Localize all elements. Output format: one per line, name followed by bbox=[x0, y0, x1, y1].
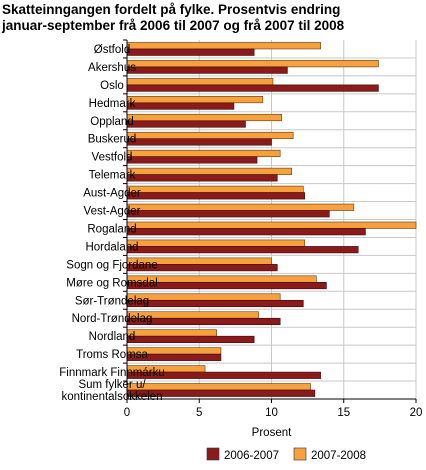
bar-2007-2008-11 bbox=[126, 239, 306, 247]
bar-2007-2008-0 bbox=[126, 42, 321, 50]
category-label-5: Buskerud bbox=[88, 134, 137, 146]
x-tick-label-4: 20 bbox=[410, 407, 423, 419]
bar-2007-2008-8 bbox=[126, 185, 304, 193]
bar-2006-2007-16 bbox=[126, 335, 255, 343]
chart-title-line-2: januar-september frå 2006 til 2007 og fr… bbox=[2, 18, 345, 33]
bar-2006-2007-1 bbox=[126, 66, 288, 74]
category-label-18: Finnmark Finnmárku bbox=[59, 367, 164, 379]
category-label-11: Hordaland bbox=[85, 241, 138, 253]
bar-2007-2008-4 bbox=[126, 113, 282, 122]
legend-swatch-0 bbox=[206, 447, 220, 461]
bar-2006-2007-14 bbox=[126, 299, 304, 308]
category-label-2: Oslo bbox=[100, 80, 124, 92]
bar-2006-2007-6 bbox=[126, 156, 258, 164]
category-label-16: Nordland bbox=[89, 331, 136, 343]
category-label-10: Rogaland bbox=[87, 223, 136, 235]
bar-2007-2008-3 bbox=[126, 96, 264, 104]
x-axis-title: Prosent bbox=[252, 427, 292, 439]
legend-label-1: 2007-2008 bbox=[311, 450, 366, 462]
x-tick-label-1: 5 bbox=[196, 407, 202, 419]
category-label-1: Akershus bbox=[88, 62, 136, 74]
bar-2006-2007-3 bbox=[126, 102, 235, 110]
bar-2007-2008-7 bbox=[126, 167, 293, 175]
bar-2007-2008-9 bbox=[126, 203, 355, 211]
x-tick-label-0: 0 bbox=[124, 407, 130, 419]
category-label-7: Telemark bbox=[89, 170, 136, 182]
category-label-12: Sogn og Fjordane bbox=[66, 259, 157, 271]
bar-2006-2007-4 bbox=[126, 120, 246, 128]
legend-swatch-1 bbox=[293, 447, 307, 461]
bar-2006-2007-10 bbox=[126, 228, 366, 236]
chart-title-line-1: Skatteinngangen fordelt på fylke. Prosen… bbox=[2, 2, 341, 17]
legend-label-0: 2006-2007 bbox=[224, 450, 279, 462]
category-label-19-1: kontinentalsokkelen bbox=[61, 391, 162, 403]
category-label-14: Sør-Trøndelag bbox=[75, 295, 149, 307]
bar-2007-2008-1 bbox=[126, 60, 379, 68]
category-label-3: Hedmark bbox=[89, 98, 136, 110]
bar-2006-2007-9 bbox=[126, 210, 330, 218]
bar-2007-2008-5 bbox=[126, 131, 294, 140]
bar-2007-2008-6 bbox=[126, 149, 281, 157]
category-label-17: Troms Romsa bbox=[76, 349, 148, 361]
category-label-13: Møre og Romsdal bbox=[66, 277, 157, 289]
category-label-4: Oppland bbox=[90, 116, 133, 128]
bar-2006-2007-11 bbox=[126, 246, 359, 254]
category-label-9: Vest-Agder bbox=[84, 206, 141, 218]
bar-2007-2008-16 bbox=[126, 329, 217, 337]
category-label-0: Østfold bbox=[94, 44, 130, 56]
bar-2007-2008-2 bbox=[126, 78, 274, 86]
bar-2007-2008-14 bbox=[126, 293, 281, 301]
category-label-19-0: Sum fylker u/ bbox=[78, 379, 146, 391]
category-label-15: Nord-Trøndelag bbox=[72, 313, 153, 325]
bar-2006-2007-7 bbox=[126, 174, 278, 182]
bar-2006-2007-8 bbox=[126, 192, 306, 200]
bar-2007-2008-10 bbox=[126, 221, 417, 229]
category-label-8: Aust-Agder bbox=[83, 188, 141, 200]
bar-2006-2007-2 bbox=[126, 84, 379, 92]
bar-2006-2007-0 bbox=[126, 48, 255, 56]
x-tick-label-3: 15 bbox=[337, 407, 350, 419]
category-label-6: Vestfold bbox=[92, 152, 133, 164]
x-tick-label-2: 10 bbox=[265, 407, 278, 419]
bar-2007-2008-19 bbox=[126, 383, 311, 391]
bar-2006-2007-5 bbox=[126, 138, 272, 146]
